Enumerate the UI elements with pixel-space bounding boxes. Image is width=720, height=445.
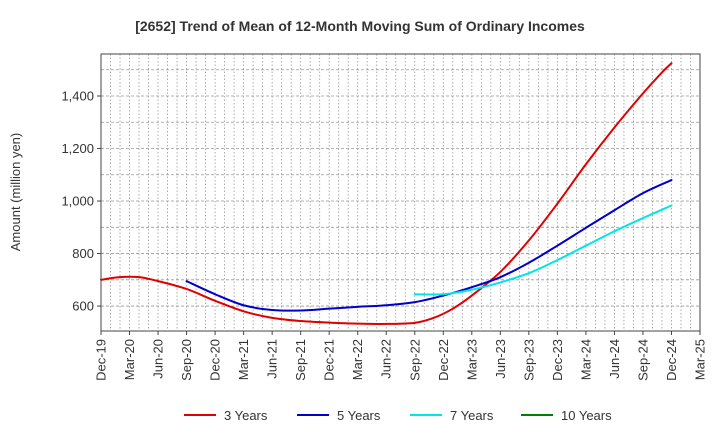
- x-tick-label: Mar-21: [236, 339, 251, 380]
- grid: [101, 54, 700, 331]
- series-line-5-years: [185, 179, 673, 312]
- legend-label: 5 Years: [337, 408, 381, 423]
- x-tick-label: Jun-24: [607, 339, 622, 379]
- y-tick-label: 800: [72, 246, 94, 261]
- x-tick-label: Dec-20: [208, 339, 223, 381]
- x-tick-label: Dec-21: [322, 339, 337, 381]
- x-tick-label: Mar-23: [464, 339, 479, 380]
- series-lines: [100, 62, 673, 325]
- x-tick-label: Dec-22: [436, 339, 451, 381]
- x-tick-label: Sep-22: [407, 339, 422, 381]
- x-tick-label: Jun-23: [493, 339, 508, 379]
- series-line-7-years: [413, 204, 673, 296]
- y-tick-label: 600: [72, 299, 94, 314]
- plot-frame: [100, 53, 701, 332]
- y-tick-label: 1,000: [61, 194, 94, 209]
- x-tick-label: Dec-23: [550, 339, 565, 381]
- x-axis-ticks: Dec-19 Mar-20 Jun-20 Sep-20 Dec-20 Mar-21 Jun-…: [94, 331, 708, 381]
- legend-label: 7 Years: [450, 408, 494, 423]
- x-tick-label: Dec-19: [94, 339, 109, 381]
- y-axis-ticks: 600 800 1,000 1,200 1,400: [61, 89, 101, 314]
- x-tick-label: Sep-23: [521, 339, 536, 381]
- legend-label: 3 Years: [224, 408, 268, 423]
- x-tick-label: Mar-20: [122, 339, 137, 380]
- x-tick-label: Sep-24: [635, 339, 650, 381]
- x-tick-label: Mar-25: [693, 339, 708, 380]
- legend: 3 Years 5 Years 7 Years 10 Years: [184, 408, 612, 423]
- legend-label: 10 Years: [561, 408, 612, 423]
- x-tick-label: Mar-24: [578, 339, 593, 380]
- x-tick-label: Jun-22: [379, 339, 394, 379]
- y-tick-label: 1,400: [61, 89, 94, 104]
- x-tick-label: Jun-20: [151, 339, 166, 379]
- x-tick-label: Sep-20: [179, 339, 194, 381]
- y-tick-label: 1,200: [61, 141, 94, 156]
- x-tick-label: Mar-22: [350, 339, 365, 380]
- chart-title: [2652] Trend of Mean of 12-Month Moving …: [135, 18, 585, 34]
- x-tick-label: Jun-21: [265, 339, 280, 379]
- x-tick-label: Sep-21: [293, 339, 308, 381]
- series-line-3-years: [100, 62, 673, 325]
- x-tick-label: Dec-24: [664, 339, 679, 381]
- y-axis-label: Amount (million yen): [8, 133, 23, 252]
